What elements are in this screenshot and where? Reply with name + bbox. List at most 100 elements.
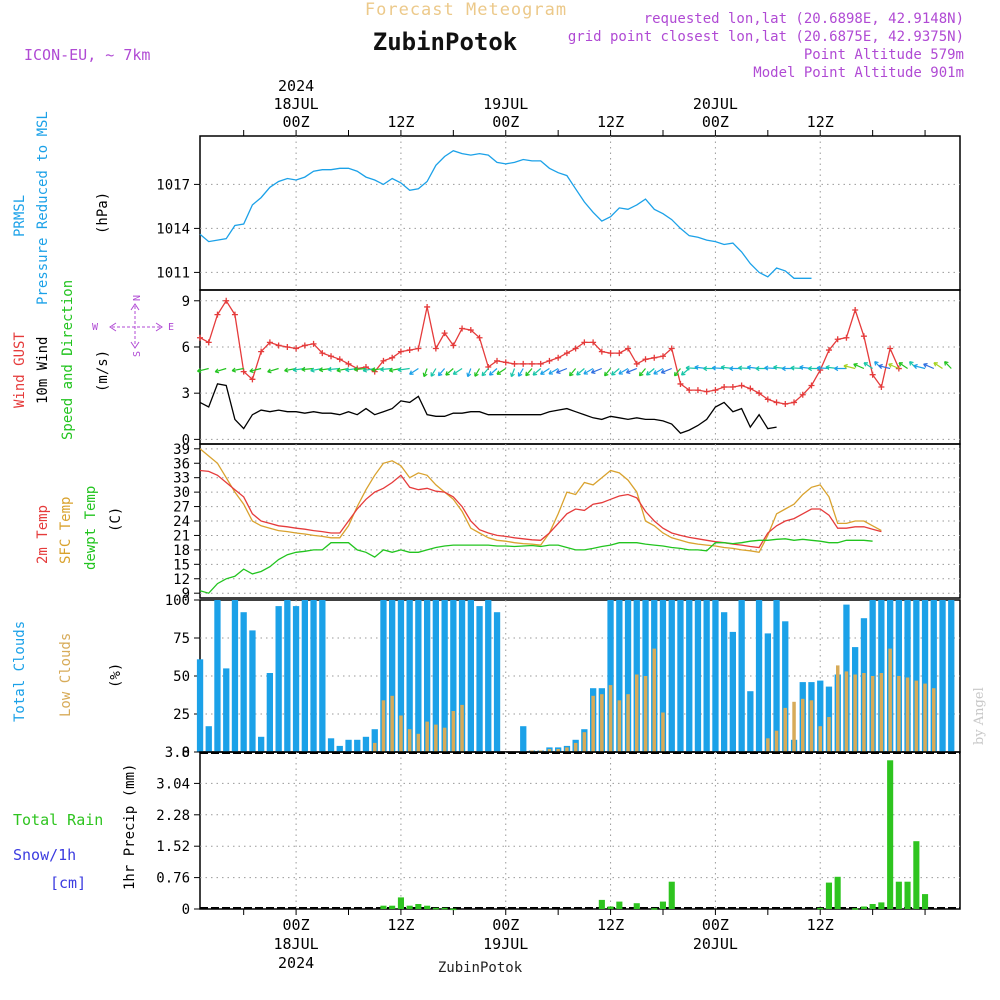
- low-cloud-bar: [565, 747, 569, 752]
- wind-arrow: [409, 367, 419, 375]
- low-cloud-bar: [792, 701, 796, 752]
- gust-point: [494, 357, 501, 364]
- rain-bar: [406, 905, 413, 909]
- rain-bar: [904, 881, 911, 909]
- gust-point: [231, 311, 238, 318]
- snow-unit-label: [cm]: [50, 874, 86, 892]
- total-cloud-bar: [493, 612, 501, 752]
- rain-bar: [598, 899, 605, 909]
- forecast-meteogram-title: Forecast Meteogram: [365, 0, 567, 20]
- total-cloud-bar: [624, 600, 632, 752]
- top-time-label: 18JUL: [274, 95, 319, 113]
- total-cloud-bar: [301, 600, 308, 752]
- wind-arrow: [569, 368, 577, 377]
- total-cloud-bar: [659, 600, 667, 752]
- wind-arrow: [474, 368, 481, 377]
- rain-bar: [659, 901, 666, 909]
- wind-arrow: [583, 367, 594, 375]
- wind-arrow: [944, 361, 952, 369]
- precip-plot-frame: [199, 751, 961, 910]
- total-cloud-bar: [371, 729, 378, 752]
- rain-bar: [869, 904, 876, 909]
- top-time-label: 12Z: [387, 113, 414, 131]
- low-cloud-bar: [836, 665, 840, 752]
- low-cloud-bar: [608, 685, 613, 752]
- gust-point: [738, 382, 745, 389]
- gust-point: [389, 354, 396, 361]
- gust-point: [345, 360, 352, 367]
- total-cloud-bar: [205, 726, 212, 752]
- precip-panel: Total Rain Snow/1h [cm] 1hr Precip (mm) …: [13, 745, 961, 918]
- ytick-label: 12: [173, 572, 190, 588]
- ytick-label: 3.8: [165, 745, 190, 761]
- gust-point: [878, 384, 885, 391]
- rain-bar: [887, 760, 894, 909]
- rain-bar: [913, 841, 920, 909]
- wind-arrow: [933, 362, 943, 369]
- cloud-bars: [196, 600, 955, 752]
- gust-point: [616, 350, 623, 357]
- total-cloud-bar: [747, 691, 754, 752]
- gust-point: [799, 391, 806, 398]
- wind-arrow: [673, 368, 681, 377]
- compass-rose: N S W E: [92, 295, 174, 357]
- wind-10m-line: [199, 383, 777, 434]
- rain-bar: [852, 908, 859, 910]
- gust-point: [686, 387, 693, 394]
- rain-bar: [860, 906, 867, 909]
- low-cloud-bar: [766, 738, 770, 752]
- rain-bar: [825, 882, 832, 909]
- total-cloud-bar: [476, 606, 483, 752]
- gust-point: [258, 348, 265, 355]
- top-time-label: 12Z: [807, 113, 834, 131]
- gust-point: [310, 340, 317, 347]
- gust-point: [424, 303, 431, 310]
- gust-point: [887, 345, 894, 352]
- rain-bar: [922, 894, 929, 909]
- gust-point: [336, 356, 343, 363]
- wind-arrow: [445, 368, 454, 376]
- gust-point: [284, 343, 291, 350]
- low-cloud-bar: [556, 749, 560, 752]
- top-time-label: 00Z: [702, 113, 729, 131]
- wind-arrow: [604, 368, 612, 377]
- wind-arrow: [645, 368, 655, 376]
- ytick-label: 2.28: [156, 808, 190, 824]
- rain-bar: [895, 881, 902, 909]
- bottom-time-label: 12Z: [807, 916, 834, 934]
- total-cloud-bar: [677, 600, 684, 752]
- wind-arrow: [249, 367, 262, 374]
- total-cloud-bar: [616, 600, 623, 752]
- low-cloud-bar: [547, 749, 552, 752]
- low-cloud-bar: [897, 676, 901, 752]
- low-cloud-bar: [923, 683, 927, 752]
- ytick-label: 0.76: [156, 871, 190, 887]
- gust-point: [397, 348, 404, 355]
- ytick-label: 100: [165, 593, 190, 609]
- gust-point: [747, 385, 754, 392]
- wind-gust-line-markers: [197, 297, 902, 407]
- total-cloud-bar: [327, 738, 335, 752]
- gust-point: [703, 388, 710, 395]
- gust-point: [852, 307, 859, 314]
- gust-point: [555, 354, 562, 361]
- low-cloud-bar: [591, 695, 595, 752]
- low-cloud-bar: [600, 694, 604, 752]
- low-cloud-bar: [661, 712, 665, 752]
- rain-bar: [668, 881, 675, 909]
- wind-unit: (m/s): [95, 350, 111, 392]
- temp-dewpt-label: dewpt Temp: [83, 486, 99, 570]
- top-time-label: 00Z: [492, 113, 519, 131]
- gust-point: [642, 356, 649, 363]
- total-cloud-bar: [694, 600, 702, 752]
- pressure-label-line1: PRMSL: [12, 195, 28, 237]
- gust-point: [782, 400, 789, 407]
- wind-arrow: [327, 366, 340, 372]
- total-cloud-bar: [240, 612, 247, 752]
- wind-arrow: [517, 368, 524, 377]
- ytick-label: 21: [173, 528, 190, 544]
- ytick-label: 25: [173, 707, 190, 723]
- compass-north: N: [132, 295, 143, 301]
